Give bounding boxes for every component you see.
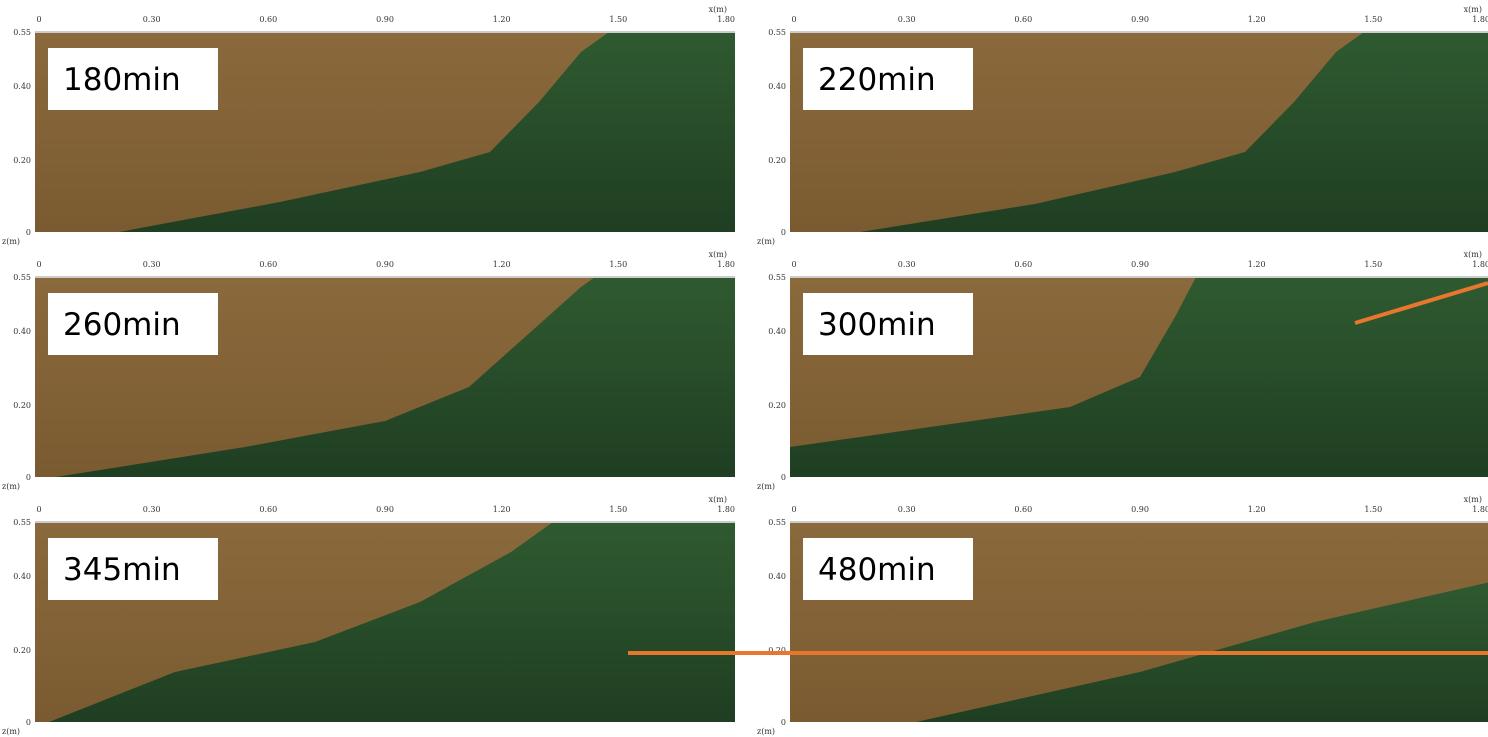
z-tick-label: 0.20: [13, 646, 31, 655]
x-tick-label: 1.80: [717, 260, 735, 269]
x-tick-label: 1.80: [1472, 260, 1488, 269]
x-tick-label: 0: [36, 505, 41, 514]
z-tick-label: 0.20: [13, 401, 31, 410]
z-tick-label: 0: [26, 718, 31, 727]
x-tick-label: 0: [791, 260, 796, 269]
x-axis-label: x(m): [1464, 495, 1482, 504]
x-tick-label: 0.30: [898, 15, 916, 24]
panel: 0 0.30 0.60 0.90 1.20 1.50 1.80x(m) 0.55 0.40 0.2…: [2, 5, 735, 246]
time-label: 480min: [818, 552, 936, 588]
x-tick-label: 1.20: [1248, 260, 1266, 269]
z-tick-label: 0.55: [768, 518, 786, 527]
panel: 0 0.30 0.60 0.90 1.20 1.50 1.80x(m) 0.55 0.40 0.2…: [2, 495, 735, 736]
z-axis-label: z(m): [757, 482, 775, 491]
x-tick-label: 0.60: [259, 505, 277, 514]
time-label: 220min: [818, 62, 936, 98]
z-tick-label: 0.40: [13, 327, 31, 336]
x-tick-label: 0.90: [376, 260, 394, 269]
x-tick-label: 1.20: [493, 505, 511, 514]
x-tick-label: 1.80: [717, 15, 735, 24]
x-tick-label: 0.60: [259, 260, 277, 269]
z-tick-label: 0: [26, 228, 31, 237]
x-tick-label: 1.50: [609, 505, 627, 514]
x-tick-label: 0.30: [143, 505, 161, 514]
z-tick-label: 0.40: [13, 82, 31, 91]
z-tick-label: 0.20: [768, 401, 786, 410]
x-tick-label: 0.90: [376, 15, 394, 24]
x-axis-label: x(m): [1464, 5, 1482, 14]
x-tick-label: 1.20: [493, 260, 511, 269]
time-label: 260min: [63, 307, 181, 343]
time-label: 180min: [63, 62, 181, 98]
time-label: 345min: [63, 552, 181, 588]
x-tick-label: 0: [791, 15, 796, 24]
figure: 00.300.600.901.201.501.80x(m)0.550.400.2…: [0, 0, 1488, 737]
z-axis-label: z(m): [757, 727, 775, 736]
panel: 0 0.30 0.60 0.90 1.20 1.50 1.80x(m) 0.55 0.40 0.2…: [2, 250, 735, 491]
time-label: 300min: [818, 307, 936, 343]
z-axis-label: z(m): [2, 727, 20, 736]
x-tick-label: 0.90: [376, 505, 394, 514]
x-tick-label: 0: [36, 260, 41, 269]
z-tick-label: 0.55: [13, 273, 31, 282]
z-tick-label: 0.40: [768, 327, 786, 336]
x-tick-label: 1.20: [1248, 15, 1266, 24]
x-tick-label: 0.90: [1131, 15, 1149, 24]
x-tick-label: 0.90: [1131, 505, 1149, 514]
z-tick-label: 0.55: [13, 28, 31, 37]
x-tick-label: 0.60: [1014, 15, 1032, 24]
x-tick-label: 0.90: [1131, 260, 1149, 269]
z-tick-label: 0.40: [768, 572, 786, 581]
x-axis-label: x(m): [1464, 250, 1482, 259]
z-tick-label: 0.20: [13, 156, 31, 165]
x-tick-label: 0.30: [898, 505, 916, 514]
x-tick-label: 0.60: [1014, 260, 1032, 269]
x-tick-label: 1.50: [1364, 505, 1382, 514]
panel: 0 0.30 0.60 0.90 1.20 1.50 1.80x(m) 0.55 0.40 0.2…: [757, 250, 1488, 491]
z-tick-label: 0.55: [768, 273, 786, 282]
z-tick-label: 0.55: [768, 28, 786, 37]
x-tick-label: 0.30: [143, 260, 161, 269]
z-axis-label: z(m): [2, 237, 20, 246]
z-tick-label: 0.55: [13, 518, 31, 527]
z-tick-label: 0.40: [13, 572, 31, 581]
panel: 0 0.30 0.60 0.90 1.20 1.50 1.80x(m) 0.55 0.40 0.2…: [757, 5, 1488, 246]
x-tick-label: 0.60: [259, 15, 277, 24]
z-tick-label: 0: [26, 473, 31, 482]
x-tick-label: 1.50: [1364, 260, 1382, 269]
x-axis-label: x(m): [709, 495, 727, 504]
x-tick-label: 1.80: [1472, 505, 1488, 514]
z-tick-label: 0: [781, 473, 786, 482]
z-tick-label: 0: [781, 228, 786, 237]
x-tick-label: 1.50: [1364, 15, 1382, 24]
x-tick-label: 1.80: [1472, 15, 1488, 24]
x-tick-label: 1.50: [609, 15, 627, 24]
x-tick-label: 0: [791, 505, 796, 514]
x-axis-label: x(m): [709, 250, 727, 259]
z-axis-label: z(m): [757, 237, 775, 246]
z-tick-label: 0: [781, 718, 786, 727]
x-tick-label: 1.80: [717, 505, 735, 514]
x-tick-label: 0.30: [898, 260, 916, 269]
x-tick-label: 1.20: [1248, 505, 1266, 514]
x-tick-label: 0.60: [1014, 505, 1032, 514]
x-tick-label: 0: [36, 15, 41, 24]
z-tick-label: 0.40: [768, 82, 786, 91]
z-axis-label: z(m): [2, 482, 20, 491]
x-tick-label: 1.50: [609, 260, 627, 269]
x-axis-label: x(m): [709, 5, 727, 14]
x-tick-label: 0.30: [143, 15, 161, 24]
x-tick-label: 1.20: [493, 15, 511, 24]
z-tick-label: 0.20: [768, 156, 786, 165]
